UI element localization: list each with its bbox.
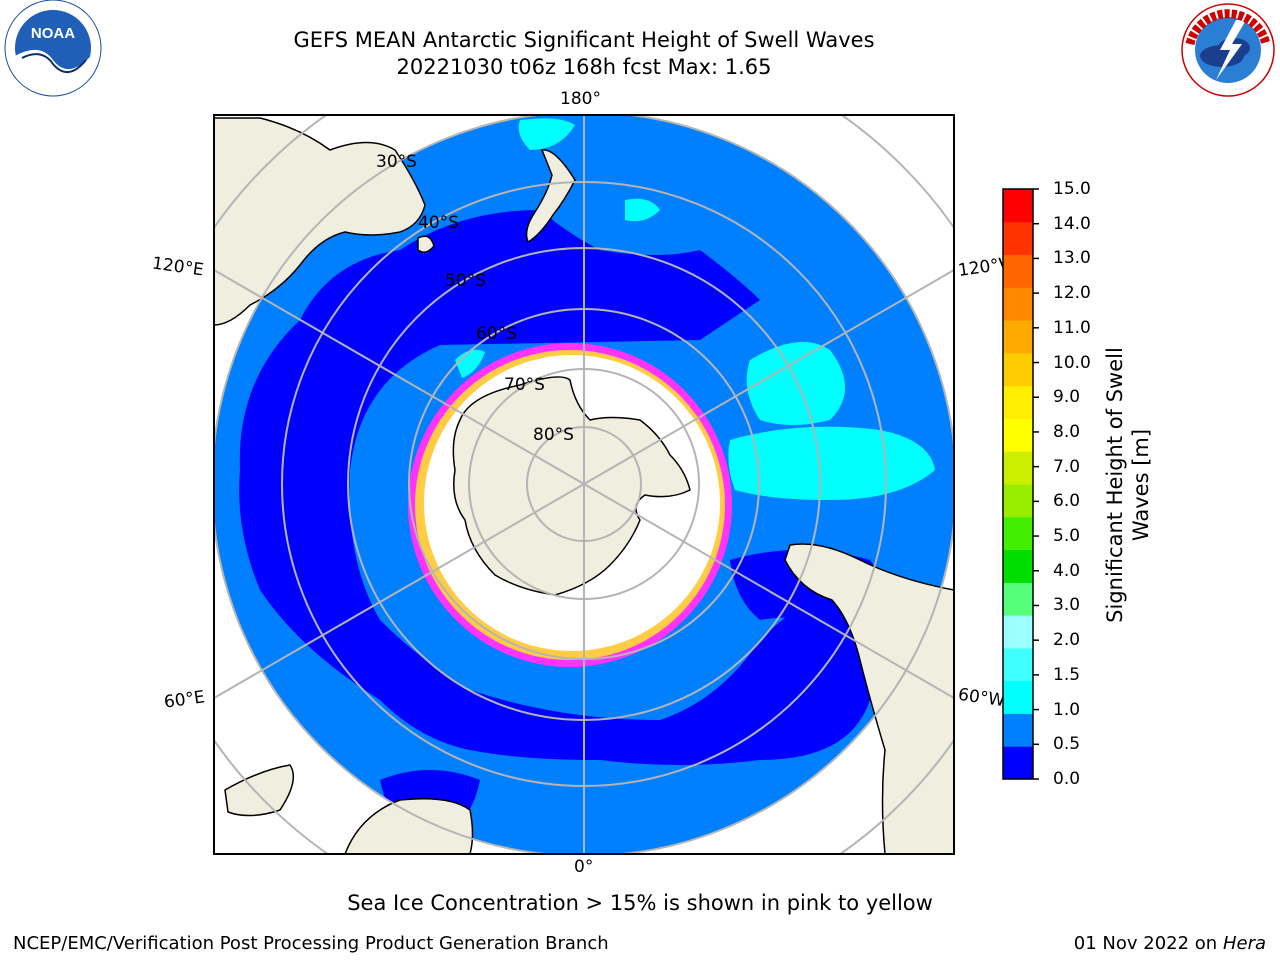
colorbar-tick-label: 1.5 [1053,664,1081,685]
ocean-swell-0-0.5 [239,210,873,765]
colorbar-swatch [1003,385,1033,419]
chart-title: GEFS MEAN Antarctic Significant Height o… [293,28,875,52]
lat-label-30s: 30°S [376,152,417,172]
africa-landmass [344,798,474,854]
lat-label-70s: 70°S [504,375,545,395]
colorbar-tick-label: 4.0 [1053,560,1081,581]
lat-label-60s: 60°S [476,324,517,344]
lat-label-50s: 50°S [445,271,486,291]
colorbar-tick-label: 0.0 [1053,769,1081,789]
map-frame [213,114,955,855]
lon-label-0: 0° [574,857,594,877]
ocean-swell-1-1.5 [746,342,845,425]
colorbar-tick-label: 1.0 [1053,699,1081,720]
colorbar-tick-label: 13.0 [1053,248,1091,269]
south-america-landmass [784,543,954,854]
colorbar-swatch [1003,516,1033,551]
colorbar-swatch [1003,647,1033,682]
ocean-swell-1-1.5 [625,198,660,222]
colorbar-swatch [1003,320,1033,354]
lat-label-80s: 80°S [533,425,574,445]
nws-logo [1181,3,1275,97]
footer-host: Hera [1222,933,1266,954]
graticule [214,115,954,854]
new-zealand-landmass [525,149,576,244]
colorbar-swatch [1003,549,1033,583]
colorbar-tick-label: 6.0 [1053,491,1081,512]
chart-subtitle: 20221030 t06z 168h fcst Max: 1.65 [396,55,772,79]
lat-label-40s: 40°S [418,213,459,233]
colorbar-swatch [1003,287,1033,321]
colorbar-tick-label: 7.0 [1053,456,1081,477]
colorbar-tick-label: 10.0 [1053,352,1091,373]
colorbar-swatch [1003,451,1033,485]
colorbar-swatch [1003,713,1033,747]
colorbar [1002,188,1039,780]
colorbar-tick-label: 2.0 [1053,630,1081,651]
antarctica-landmass [452,376,691,596]
colorbar-swatch [1003,680,1033,714]
colorbar-swatch [1003,484,1033,518]
footer-credit: NCEP/EMC/Verification Post Processing Pr… [13,933,609,954]
colorbar-tick-label: 12.0 [1053,283,1091,304]
colorbar-swatch [1003,254,1033,288]
colorbar-swatch [1003,221,1033,256]
colorbar-swatch [1003,352,1033,387]
colorbar-tick-label: 11.0 [1053,317,1091,338]
lon-label-180: 180° [560,89,601,109]
colorbar-label: Significant Height of Swell Waves [m] [1103,347,1153,623]
colorbar-tick-label: 9.0 [1053,387,1081,408]
colorbar-frame [1002,188,1034,780]
colorbar-tick-label: 5.0 [1053,526,1081,547]
colorbar-swatch [1003,418,1033,452]
ocean-swell-1-1.5 [518,118,575,150]
colorbar-tick-label: 14.0 [1053,213,1091,234]
madagascar-landmass [224,764,295,817]
colorbar-swatch [1003,189,1033,223]
footer-date: 01 Nov 2022 on Hera [1074,933,1266,954]
noaa-logo: NOAA [4,0,102,97]
tasmania-landmass [417,235,435,253]
footer-date-text: 01 Nov 2022 on [1073,933,1218,954]
colorbar-tick-label: 3.0 [1053,595,1081,616]
svg-text:NOAA: NOAA [31,25,75,42]
colorbar-swatch [1003,746,1033,780]
colorbar-tick-label: 0.5 [1053,734,1081,755]
sea-ice-caption: Sea Ice Concentration > 15% is shown in … [347,891,933,915]
colorbar-tick-label: 15.0 [1053,179,1091,199]
colorbar-tick-label: 8.0 [1053,421,1081,442]
colorbar-swatch [1003,615,1033,649]
colorbar-swatch [1003,582,1033,616]
